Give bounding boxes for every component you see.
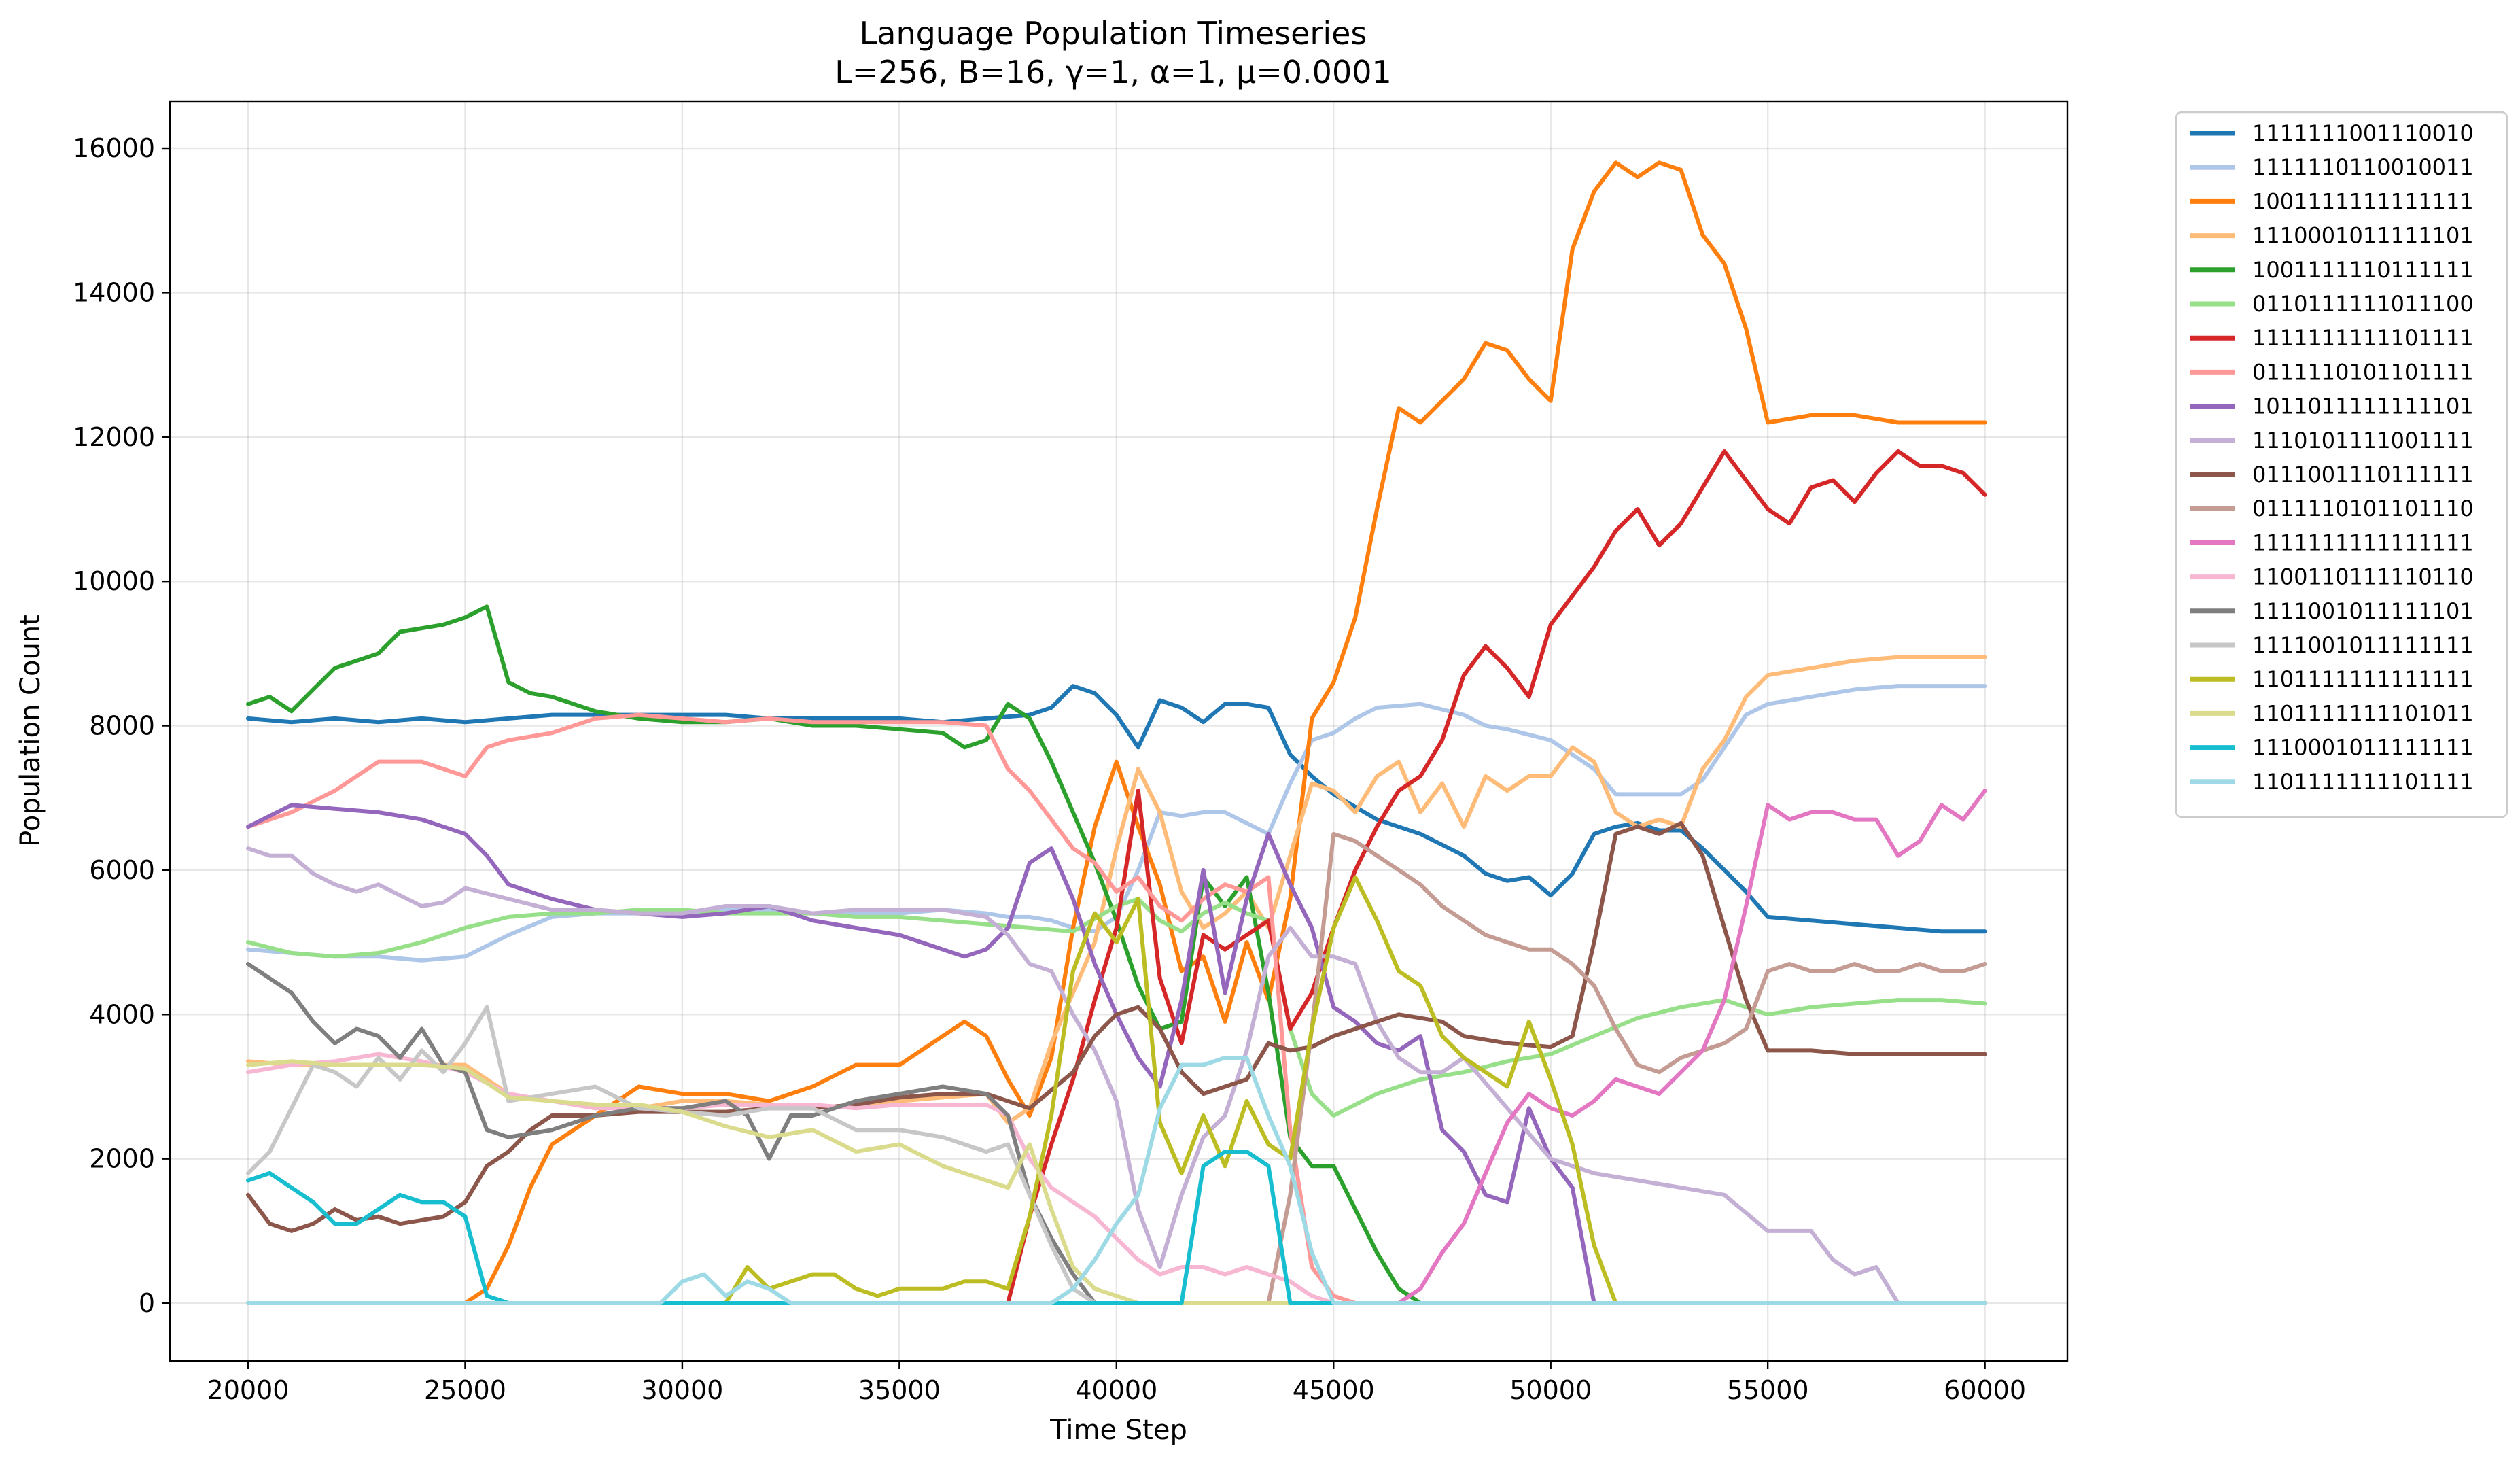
legend-label: 1011011111111101 [2252, 394, 2474, 419]
series-line-18 [246, 1059, 1987, 1305]
plot-frame [169, 100, 2069, 1362]
y-tick-label: 6000 [89, 855, 155, 885]
grid-layer [170, 101, 2067, 1361]
y-tick-label: 10000 [73, 566, 155, 596]
series-line-11 [246, 820, 1987, 1233]
series-line-9 [246, 803, 1987, 1305]
series-line-6 [246, 897, 1987, 1118]
series-line-13 [246, 789, 1987, 1305]
legend-label: 1101111111101011 [2252, 700, 2474, 726]
legend-label: 1111111111111111 [2252, 530, 2474, 555]
series-layer [246, 160, 1987, 1305]
x-tick-label: 20000 [207, 1375, 290, 1405]
series-line-17 [246, 875, 1987, 1305]
chart-title: Language Population Timeseries [860, 15, 1367, 52]
x-tick-label: 40000 [1075, 1375, 1157, 1405]
x-tick-label: 60000 [1944, 1375, 2026, 1405]
series-line-12 [246, 831, 1987, 1305]
series-line-19 [246, 1150, 1987, 1305]
series-line-7 [246, 449, 1987, 1305]
x-tick-label: 50000 [1509, 1375, 1592, 1405]
x-tick-label: 35000 [858, 1375, 941, 1405]
y-tick-label: 0 [139, 1288, 155, 1318]
series-line-16 [246, 1005, 1987, 1305]
legend-label: 1110001011111111 [2252, 735, 2474, 761]
legend-label: 1111001011111101 [2252, 598, 2474, 624]
legend-label: 1100110111110110 [2252, 564, 2474, 590]
y-tick-label: 8000 [89, 711, 155, 741]
chart-subtitle: L=256, B=16, γ=1, α=1, μ=0.0001 [835, 54, 1392, 90]
x-axis-label: Time Step [1049, 1415, 1187, 1446]
legend-label: 1111111111101111 [2252, 325, 2474, 351]
y-axis-label: Population Count [15, 615, 46, 847]
x-tick-label: 25000 [424, 1375, 506, 1405]
y-axis: 0 2000 4000 6000 8000 10000 12000 14000 16000 [73, 133, 170, 1318]
x-tick-label: 30000 [641, 1375, 723, 1405]
series-line-15 [246, 962, 1987, 1305]
legend-label: 1111001011111111 [2252, 632, 2474, 658]
y-tick-label: 16000 [73, 133, 155, 163]
x-tick-label: 55000 [1727, 1375, 1809, 1405]
legend-label: 1111111001110010 [2252, 120, 2474, 146]
y-tick-label: 14000 [73, 277, 155, 307]
legend-label: 1101111111111111 [2252, 666, 2474, 692]
x-tick-label: 45000 [1293, 1375, 1375, 1405]
legend-label: 1111110110010011 [2252, 154, 2474, 180]
legend-label: 0111001110111111 [2252, 462, 2474, 487]
legend-box [2175, 111, 2508, 818]
y-tick-label: 4000 [89, 999, 155, 1029]
legend-label: 1101111111101111 [2252, 769, 2474, 795]
y-tick-label: 2000 [89, 1144, 155, 1174]
legend: 1111111001110010 1111110110010011 10011111… [2175, 111, 2508, 818]
legend-items: 1111111001110010 1111110110010011 10011111… [2190, 120, 2474, 795]
legend-label: 0110111111011100 [2252, 291, 2474, 317]
legend-label: 1110101111001111 [2252, 428, 2474, 453]
legend-label: 1110001011111101 [2252, 223, 2474, 249]
legend-label: 1001111110111111 [2252, 257, 2474, 283]
legend-label: 1001111111111111 [2252, 188, 2474, 214]
series-line-8 [246, 712, 1987, 1305]
legend-label: 0111110101101110 [2252, 496, 2474, 521]
series-line-5 [246, 604, 1987, 1305]
series-line-10 [246, 846, 1987, 1305]
legend-label: 0111110101101111 [2252, 359, 2474, 385]
x-axis: 20000 25000 30000 35000 40000 45000 50000 55000… [207, 1361, 2026, 1405]
y-tick-label: 12000 [73, 422, 155, 452]
series-line-20 [246, 1056, 1987, 1305]
